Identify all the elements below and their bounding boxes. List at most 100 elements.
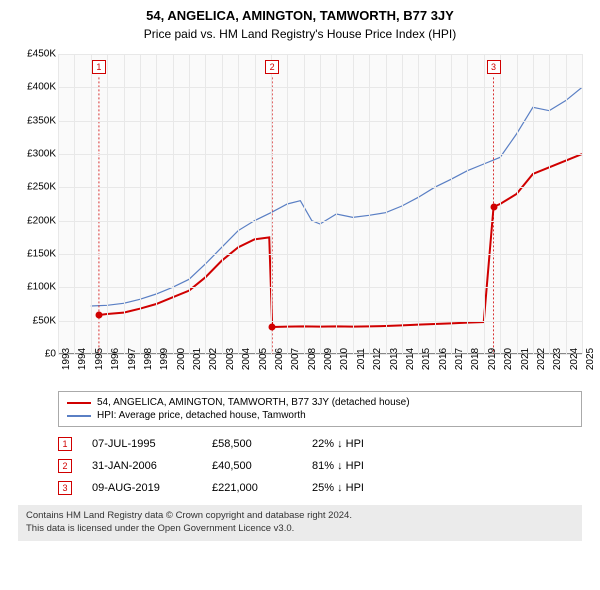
- legend-label: HPI: Average price, detached house, Tamw…: [97, 410, 306, 421]
- xtick-label: 2005: [258, 348, 269, 370]
- gridline-v: [91, 54, 92, 354]
- gridline-v: [74, 54, 75, 354]
- sale-dot: [269, 324, 276, 331]
- gridline-v: [189, 54, 190, 354]
- gridline-v: [582, 54, 583, 354]
- gridline-v: [451, 54, 452, 354]
- sale-row-marker: 2: [58, 459, 72, 473]
- xtick-label: 2006: [274, 348, 285, 370]
- gridline-v: [205, 54, 206, 354]
- xtick-label: 2001: [192, 348, 203, 370]
- xtick-label: 2012: [372, 348, 383, 370]
- sale-row-marker: 1: [58, 437, 72, 451]
- xtick-label: 2009: [323, 348, 334, 370]
- sale-dot: [490, 203, 497, 210]
- legend-label: 54, ANGELICA, AMINGTON, TAMWORTH, B77 3J…: [97, 397, 410, 408]
- gridline-v: [484, 54, 485, 354]
- sale-dot: [95, 312, 102, 319]
- gridline-v: [336, 54, 337, 354]
- sale-diff: 22% ↓ HPI: [312, 438, 364, 450]
- ytick-label: £250K: [27, 182, 56, 193]
- gridline-v: [156, 54, 157, 354]
- xtick-label: 2014: [405, 348, 416, 370]
- gridline-v: [107, 54, 108, 354]
- footer-attribution: Contains HM Land Registry data © Crown c…: [18, 505, 582, 541]
- ytick-label: £0: [45, 349, 56, 360]
- chart-area: £0 £50K £100K £150K £200K £250K £300K £350K £400…: [8, 49, 592, 389]
- xtick-label: 2020: [503, 348, 514, 370]
- sale-price: £40,500: [212, 460, 292, 472]
- gridline-v: [222, 54, 223, 354]
- ytick-label: £200K: [27, 215, 56, 226]
- xtick-label: 2025: [585, 348, 596, 370]
- xtick-label: 2017: [454, 348, 465, 370]
- xtick-label: 2018: [470, 348, 481, 370]
- xtick-label: 1999: [159, 348, 170, 370]
- xtick-label: 1998: [143, 348, 154, 370]
- xtick-label: 2010: [339, 348, 350, 370]
- gridline-v: [271, 54, 272, 354]
- xtick-label: 2021: [520, 348, 531, 370]
- xtick-label: 1994: [77, 348, 88, 370]
- xtick-label: 2024: [569, 348, 580, 370]
- sale-marker-1: 1: [92, 60, 106, 74]
- xtick-label: 2002: [208, 348, 219, 370]
- chart-title: 54, ANGELICA, AMINGTON, TAMWORTH, B77 3J…: [8, 8, 592, 23]
- ytick-label: £100K: [27, 282, 56, 293]
- sale-row: 1 07-JUL-1995 £58,500 22% ↓ HPI: [58, 433, 582, 455]
- ytick-label: £350K: [27, 115, 56, 126]
- legend-swatch: [67, 402, 91, 404]
- sale-row-marker: 3: [58, 481, 72, 495]
- xtick-label: 2011: [356, 348, 367, 370]
- xtick-label: 1993: [61, 348, 72, 370]
- xtick-label: 2007: [290, 348, 301, 370]
- sale-marker-2: 2: [265, 60, 279, 74]
- xtick-label: 2004: [241, 348, 252, 370]
- gridline-v: [353, 54, 354, 354]
- gridline-v: [255, 54, 256, 354]
- chart-container: 54, ANGELICA, AMINGTON, TAMWORTH, B77 3J…: [0, 0, 600, 590]
- gridline-v: [549, 54, 550, 354]
- xtick-label: 2019: [487, 348, 498, 370]
- gridline-v: [500, 54, 501, 354]
- gridline-v: [386, 54, 387, 354]
- gridline-v: [533, 54, 534, 354]
- sale-diff: 25% ↓ HPI: [312, 482, 364, 494]
- ytick-label: £150K: [27, 249, 56, 260]
- footer-line1: Contains HM Land Registry data © Crown c…: [26, 510, 574, 523]
- gridline-v: [124, 54, 125, 354]
- xtick-label: 2008: [307, 348, 318, 370]
- gridline-v: [287, 54, 288, 354]
- xtick-label: 2015: [421, 348, 432, 370]
- xtick-label: 2013: [389, 348, 400, 370]
- xtick-label: 1997: [127, 348, 138, 370]
- gridline-v: [435, 54, 436, 354]
- xtick-label: 2016: [438, 348, 449, 370]
- gridline-v: [304, 54, 305, 354]
- sale-price: £58,500: [212, 438, 292, 450]
- sale-date: 09-AUG-2019: [92, 482, 192, 494]
- chart-subtitle: Price paid vs. HM Land Registry's House …: [8, 27, 592, 41]
- legend-item: HPI: Average price, detached house, Tamw…: [67, 409, 573, 422]
- ytick-label: £50K: [33, 315, 56, 326]
- gridline-v: [418, 54, 419, 354]
- xtick-label: 2022: [536, 348, 547, 370]
- sale-diff: 81% ↓ HPI: [312, 460, 364, 472]
- gridline-v: [173, 54, 174, 354]
- gridline-v: [402, 54, 403, 354]
- sale-price: £221,000: [212, 482, 292, 494]
- ytick-label: £400K: [27, 82, 56, 93]
- gridline-v: [320, 54, 321, 354]
- sales-table: 107-JUL-1995£58,50022% ↓ HPI231-JAN-2006…: [58, 433, 582, 499]
- xtick-label: 2023: [552, 348, 563, 370]
- sale-marker-3: 3: [487, 60, 501, 74]
- ytick-label: £300K: [27, 149, 56, 160]
- xtick-label: 2000: [176, 348, 187, 370]
- gridline-v: [566, 54, 567, 354]
- sale-row: 3 09-AUG-2019 £221,000 25% ↓ HPI: [58, 477, 582, 499]
- gridline-v: [140, 54, 141, 354]
- gridline-v: [58, 54, 59, 354]
- sale-date: 07-JUL-1995: [92, 438, 192, 450]
- gridline-v: [238, 54, 239, 354]
- sale-row: 231-JAN-2006£40,50081% ↓ HPI: [58, 455, 582, 477]
